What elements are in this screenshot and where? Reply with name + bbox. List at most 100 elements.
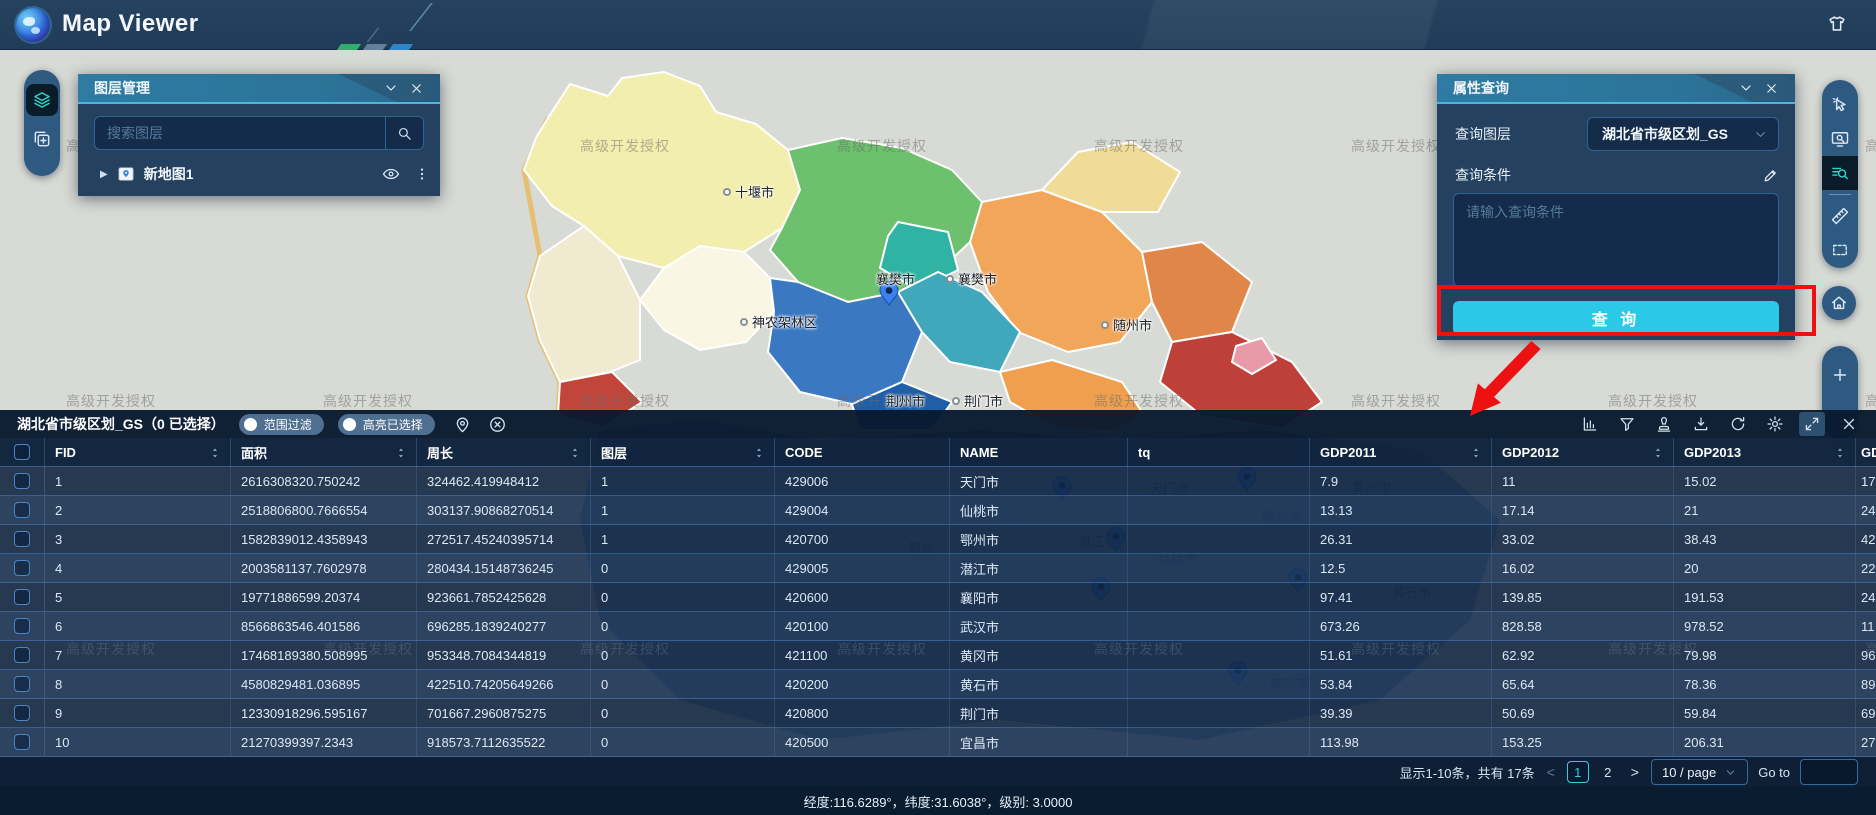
sort-icon[interactable] [1651,446,1665,460]
watermark-text: 高级开发授权 [1094,138,1184,154]
column-header-FID[interactable]: FID [45,438,231,467]
row-checkbox-cell [0,670,45,698]
map-pin-icon [878,279,900,311]
new-map-tool-button[interactable] [24,122,60,156]
theme-skin-button[interactable] [1826,13,1848,35]
row-checkbox[interactable] [14,531,30,547]
stamp-tool-button[interactable] [1651,412,1677,436]
table-settings-button[interactable] [1762,412,1788,436]
layer-visibility-button[interactable] [382,165,400,183]
table-cell: 59.84 [1674,699,1856,728]
row-checkbox[interactable] [14,502,30,518]
select-tool-button[interactable] [1822,88,1858,122]
eye-icon [382,165,400,183]
ruler-icon [1830,206,1850,226]
table-cell: 11 [1856,612,1876,641]
row-checkbox[interactable] [14,734,30,750]
column-header-GDP2013[interactable]: GDP2013 [1674,438,1856,467]
layer-search-input[interactable] [95,117,385,149]
column-header-label: FID [55,445,76,460]
select-all-checkbox[interactable] [14,444,30,460]
sort-icon[interactable] [208,446,222,460]
home-extent-button[interactable] [1822,286,1856,320]
row-checkbox[interactable] [14,589,30,605]
goto-page-input[interactable] [1800,759,1858,785]
column-header-label: 图层 [601,446,628,461]
layer-manager-panel: 图层管理 ▶ 新地图1 [78,74,440,196]
table-fullscreen-button[interactable] [1799,412,1825,436]
highlight-selected-toggle[interactable]: 高亮已选择 [337,413,435,435]
header-decor-stripe [388,44,414,50]
table-cell [1128,612,1310,641]
table-cell [1128,554,1310,583]
query-panel-close-button[interactable] [1764,80,1779,96]
query-submit-button[interactable]: 查 询 [1453,301,1779,335]
row-checkbox[interactable] [14,560,30,576]
table-row: 1 2616308320.750242 324462.419948412 1 42900… [0,467,1876,496]
layer-panel-collapse-button[interactable] [383,80,399,96]
export-download-button[interactable] [1688,412,1714,436]
table-cell: 8566863546.401586 [231,612,417,641]
row-checkbox[interactable] [14,676,30,692]
table-cell: 65.64 [1492,670,1674,699]
zoom-in-button[interactable] [1822,358,1858,392]
column-header-面积[interactable]: 面积 [231,438,417,467]
range-filter-toggle[interactable]: 范围过滤 [238,413,324,435]
sort-icon[interactable] [568,446,582,460]
draw-rect-tool-button[interactable] [1822,233,1858,267]
clear-selection-button[interactable] [488,415,507,434]
column-header-周长[interactable]: 周长 [417,438,591,467]
table-cell: 宜昌市 [950,728,1128,757]
layer-more-menu-button[interactable] [414,166,430,182]
layer-manager-tool-button[interactable] [26,84,58,116]
layer-search-button[interactable] [385,117,423,149]
query-condition-input[interactable] [1453,193,1779,287]
layer-tree-item-label: 新地图1 [143,166,194,182]
column-header-GDP2011[interactable]: GDP2011 [1310,438,1492,467]
row-checkbox[interactable] [14,647,30,663]
attribute-query-tool-button[interactable] [1822,156,1858,190]
prev-page-button[interactable]: < [1546,764,1555,780]
statistics-button[interactable] [1577,412,1603,436]
page-button-1[interactable]: 1 [1566,761,1589,783]
column-header-图层[interactable]: 图层 [591,438,775,467]
edit-condition-button[interactable] [1762,167,1779,184]
chevron-down-icon [1753,127,1768,142]
sort-icon[interactable] [1833,446,1847,460]
layer-panel-close-button[interactable] [409,80,424,96]
next-page-button[interactable]: > [1630,764,1639,780]
sort-icon[interactable] [1469,446,1483,460]
column-header-GDP2012[interactable]: GDP2012 [1492,438,1674,467]
refresh-button[interactable] [1725,412,1751,436]
table-cell: 62.92 [1492,641,1674,670]
home-icon [1829,293,1849,313]
table-cell: 8 [45,670,231,699]
measure-tool-button[interactable] [1822,199,1858,233]
zoom-to-selection-button[interactable] [453,415,472,434]
query-layer-select[interactable]: 湖北省市级区划_GS [1587,117,1779,151]
row-checkbox[interactable] [14,705,30,721]
table-close-button[interactable] [1836,412,1862,436]
table-cell: 潜江市 [950,554,1128,583]
page-button-2[interactable]: 2 [1604,764,1612,780]
table-cell: 272517.45240395714 [417,525,591,554]
table-cell: 96 [1856,641,1876,670]
watermark-text: 高级开发授权 [580,138,670,154]
sort-icon[interactable] [394,446,408,460]
map-identify-tool-button[interactable] [1822,122,1858,156]
layer-tree-item[interactable]: ▶ 新地图1 [100,158,430,190]
column-header-label: GDP2013 [1684,445,1742,460]
row-checkbox[interactable] [14,473,30,489]
funnel-icon [1618,415,1636,433]
tree-expand-caret[interactable]: ▶ [100,168,108,180]
location-pin-icon [453,415,472,434]
sort-icon[interactable] [752,446,766,460]
query-panel-collapse-button[interactable] [1738,80,1754,96]
filter-button[interactable] [1614,412,1640,436]
gear-icon [1766,415,1784,433]
screen-search-icon [1830,129,1850,149]
row-checkbox[interactable] [14,618,30,634]
table-cell: 鄂州市 [950,525,1128,554]
page-size-select[interactable]: 10 / page [1650,759,1749,785]
table-cell: 24 [1856,583,1876,612]
